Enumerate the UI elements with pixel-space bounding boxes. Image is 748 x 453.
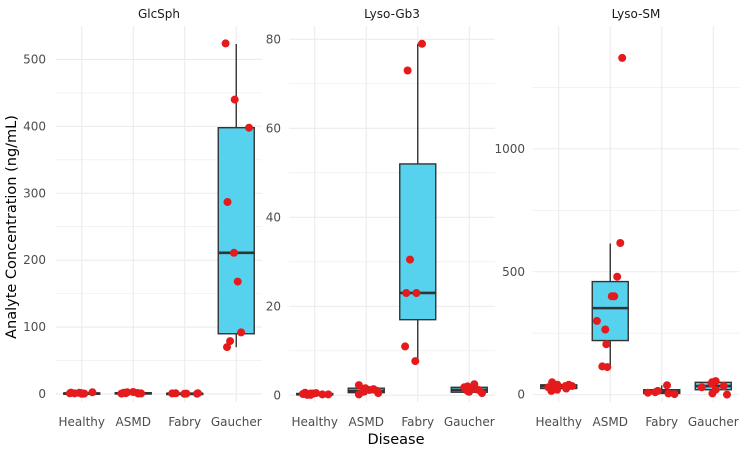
data-point — [230, 95, 239, 104]
x-tick-label: ASMD — [593, 415, 628, 429]
y-tick-label: 1000 — [494, 142, 525, 156]
data-point — [359, 387, 368, 396]
facet-panel-glcsph: 0 100 200 300 400 500 Healthy ASMD Fabry Gaucher G… — [23, 7, 262, 429]
x-tick-label: Healthy — [291, 415, 338, 429]
data-point — [708, 389, 717, 398]
data-point — [719, 382, 728, 390]
data-point — [411, 357, 420, 366]
data-point — [193, 389, 202, 398]
box-iqr — [591, 280, 629, 342]
y-tick-label: 300 — [23, 186, 46, 200]
data-point — [318, 390, 327, 399]
x-tick-label: Healthy — [535, 415, 582, 429]
data-point — [463, 382, 472, 391]
x-tick-label: Gaucher — [444, 415, 495, 429]
data-point — [723, 390, 731, 399]
data-point — [664, 389, 673, 398]
y-tick-label: 0 — [38, 387, 46, 401]
x-tick-label: Gaucher — [211, 415, 262, 429]
data-point — [403, 66, 412, 75]
data-point — [607, 292, 616, 301]
data-point — [324, 390, 333, 399]
data-point — [708, 378, 716, 387]
data-point — [406, 255, 414, 264]
data-point — [75, 388, 84, 397]
data-point — [602, 340, 611, 349]
x-tick-label: Fabry — [401, 415, 434, 429]
data-point — [643, 388, 652, 397]
data-point — [223, 343, 231, 352]
x-tick-label: ASMD — [349, 415, 384, 429]
y-tick-label: 500 — [23, 52, 46, 66]
y-tick-label: 100 — [23, 320, 46, 334]
facet-title: Lyso-Gb3 — [364, 7, 420, 21]
x-tick-label: Fabry — [645, 415, 678, 429]
data-point — [233, 277, 242, 286]
data-point — [402, 289, 411, 297]
data-point — [306, 390, 315, 399]
data-point — [618, 53, 627, 62]
data-point — [401, 342, 410, 351]
data-point — [299, 390, 307, 398]
facet-panel-lyso-gb3: 0 20 40 60 80 Healthy ASMD Fabry Gaucher Lyso-Gb3 — [266, 7, 495, 429]
data-point — [412, 289, 421, 297]
y-tick-label: 200 — [23, 253, 46, 267]
data-point — [180, 389, 189, 398]
y-tick-label: 0 — [517, 388, 525, 402]
data-point — [221, 39, 230, 48]
y-tick-label: 20 — [266, 299, 281, 313]
data-point — [134, 389, 143, 398]
x-axis-title: Disease — [367, 432, 424, 448]
y-axis-title: Analyte Concentration (ng/mL) — [4, 115, 20, 339]
data-point — [223, 198, 232, 206]
box-iqr — [217, 126, 255, 335]
data-point — [65, 389, 74, 398]
data-point — [119, 388, 128, 397]
data-point — [613, 272, 622, 281]
x-tick-label: Gaucher — [688, 415, 739, 429]
data-point — [697, 383, 706, 392]
data-point — [592, 316, 601, 325]
data-point — [567, 382, 576, 390]
y-tick-label: 40 — [266, 210, 281, 224]
data-point — [237, 328, 246, 337]
y-tick-label: 80 — [266, 32, 281, 46]
data-point — [653, 386, 662, 395]
x-tick-label: Healthy — [58, 415, 105, 429]
y-tick-label: 0 — [273, 388, 281, 402]
x-tick-label: ASMD — [116, 415, 151, 429]
y-tick-label: 400 — [23, 119, 46, 133]
data-point — [663, 381, 671, 390]
boxplot-asmd — [591, 243, 629, 368]
data-point — [230, 248, 238, 257]
data-point — [548, 379, 557, 388]
data-point — [168, 389, 177, 398]
data-point — [226, 337, 235, 346]
data-point — [88, 388, 97, 397]
y-tick-label: 60 — [266, 121, 281, 135]
facet-title: Lyso-SM — [612, 7, 661, 21]
data-point — [670, 390, 679, 399]
x-tick-label: Fabry — [168, 415, 201, 429]
boxplot-gaucher — [217, 44, 255, 348]
data-point — [245, 123, 253, 132]
data-point — [418, 39, 426, 48]
data-point — [616, 239, 625, 247]
data-point — [601, 325, 610, 334]
data-point — [474, 386, 483, 394]
facet-title: GlcSph — [138, 7, 180, 21]
data-point — [603, 363, 612, 372]
data-point — [369, 385, 378, 394]
facet-panel-lyso-sm: 0 500 1000 Healthy ASMD Fabry Gaucher Lyso-SM — [494, 7, 739, 429]
data-point — [354, 381, 363, 390]
y-tick-label: 500 — [502, 265, 525, 279]
